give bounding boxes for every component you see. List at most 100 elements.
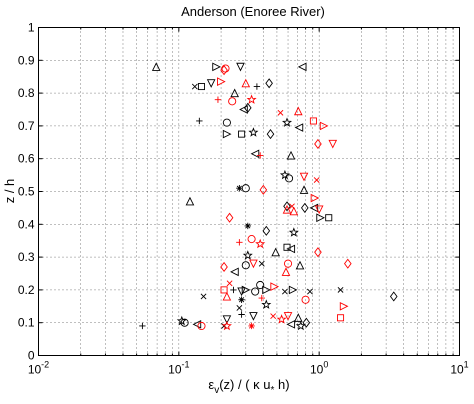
circle-marker <box>301 295 310 304</box>
diamond-marker <box>220 261 228 273</box>
triangle-down-marker <box>222 315 232 325</box>
circle-marker <box>283 259 293 268</box>
x-tick-label: 10-2 <box>28 360 49 377</box>
plus-marker <box>139 322 146 330</box>
plot-frame <box>38 27 460 356</box>
y-tick-label: 0.7 <box>18 119 35 133</box>
star-marker <box>288 227 299 237</box>
x-axis-label-sub-star: * <box>271 385 275 396</box>
diamond-marker <box>389 291 398 302</box>
plus-marker <box>214 96 222 103</box>
y-tick-label: 0.6 <box>18 152 35 166</box>
circle-marker <box>197 321 206 331</box>
x-marker <box>258 260 265 267</box>
triangle-down-marker <box>249 259 258 269</box>
triangle-left-marker <box>250 149 260 159</box>
x-tick-label-base: 10 <box>168 363 182 377</box>
star-marker <box>279 169 290 180</box>
diamond-marker <box>225 212 234 223</box>
x-axis-label-sub-v: v <box>214 385 219 396</box>
star-marker <box>295 320 306 331</box>
circle-marker <box>241 184 250 193</box>
diamond-marker <box>283 201 291 212</box>
plus-marker <box>258 294 265 302</box>
circle-marker <box>284 174 294 183</box>
star-marker <box>255 238 266 249</box>
x-tick-label-exponent: -2 <box>41 360 49 370</box>
triangle-right-marker <box>262 285 271 295</box>
x-axis-label: εv(z) / ( κ u* h) <box>208 377 289 396</box>
x-marker <box>226 280 233 287</box>
x-marker <box>236 305 243 311</box>
triangle-down-marker <box>314 205 324 215</box>
triangle-up-marker <box>293 106 303 116</box>
triangle-up-marker <box>222 291 232 301</box>
triangle-right-marker <box>222 129 232 139</box>
y-axis-label: z / h <box>2 179 17 204</box>
x-tick-label-exponent: 1 <box>464 360 469 370</box>
triangle-up-marker <box>151 62 161 71</box>
diamond-marker <box>266 129 275 140</box>
star-marker <box>276 314 287 324</box>
circle-marker <box>221 64 230 73</box>
y-tick-label: 0.9 <box>18 53 35 67</box>
diamond-marker <box>300 202 309 213</box>
plus-marker <box>236 239 243 246</box>
triangle-right-marker <box>310 193 320 203</box>
diamond-marker <box>314 247 322 258</box>
x-tick-label-base: 10 <box>450 363 464 377</box>
circle-marker <box>247 235 256 244</box>
x-marker <box>191 83 198 90</box>
x-tick-label: 101 <box>450 360 468 377</box>
triangle-left-marker <box>297 62 307 72</box>
triangle-up-marker <box>289 206 299 216</box>
diamond-marker <box>314 138 322 150</box>
triangle-up-marker <box>295 260 305 270</box>
triangle-up-marker <box>185 196 195 206</box>
triangle-right-marker <box>241 285 251 295</box>
square-marker <box>220 286 228 294</box>
x-tick-label: 10-1 <box>168 360 189 377</box>
circle-marker <box>222 118 231 127</box>
star-marker <box>282 117 293 127</box>
x-tick-label: 100 <box>310 360 328 377</box>
y-tick-label: 1 <box>28 21 35 35</box>
circle-marker <box>180 318 189 327</box>
triangle-right-marker <box>339 301 349 311</box>
y-tick-label: 0.5 <box>18 185 35 199</box>
grid-lines <box>38 27 460 356</box>
square-marker <box>238 130 246 138</box>
circle-marker <box>228 97 237 106</box>
triangle-up-marker <box>286 150 296 160</box>
triangle-left-marker <box>239 105 248 114</box>
star-marker <box>261 299 272 309</box>
x-marker <box>277 109 284 116</box>
star-marker <box>221 320 232 331</box>
asterisk-marker <box>236 185 243 192</box>
star-marker <box>248 127 259 137</box>
x-tick-label-base: 10 <box>310 363 324 377</box>
square-marker <box>325 214 333 222</box>
triangle-down-marker <box>249 312 258 321</box>
x-tick-label-base: 10 <box>28 363 42 377</box>
square-marker <box>337 314 345 322</box>
square-marker <box>197 83 205 91</box>
triangle-down-marker <box>283 312 293 321</box>
triangle-left-marker <box>230 267 239 277</box>
triangle-left-marker <box>192 320 202 329</box>
plus-marker <box>256 152 264 159</box>
circle-marker <box>256 280 265 290</box>
x-marker <box>270 313 277 320</box>
triangle-down-marker <box>206 79 216 88</box>
diamond-marker <box>262 225 271 236</box>
plus-marker <box>196 117 203 125</box>
y-tick-label: 0.4 <box>18 217 35 231</box>
triangle-down-marker <box>236 62 245 72</box>
triangle-up-marker <box>271 247 281 257</box>
triangle-up-marker <box>230 88 240 98</box>
chart-title: Anderson (Enoree River) <box>181 4 325 19</box>
x-tick-label-exponent: 0 <box>323 360 328 370</box>
star-marker <box>242 250 253 260</box>
diamond-marker <box>243 102 252 113</box>
